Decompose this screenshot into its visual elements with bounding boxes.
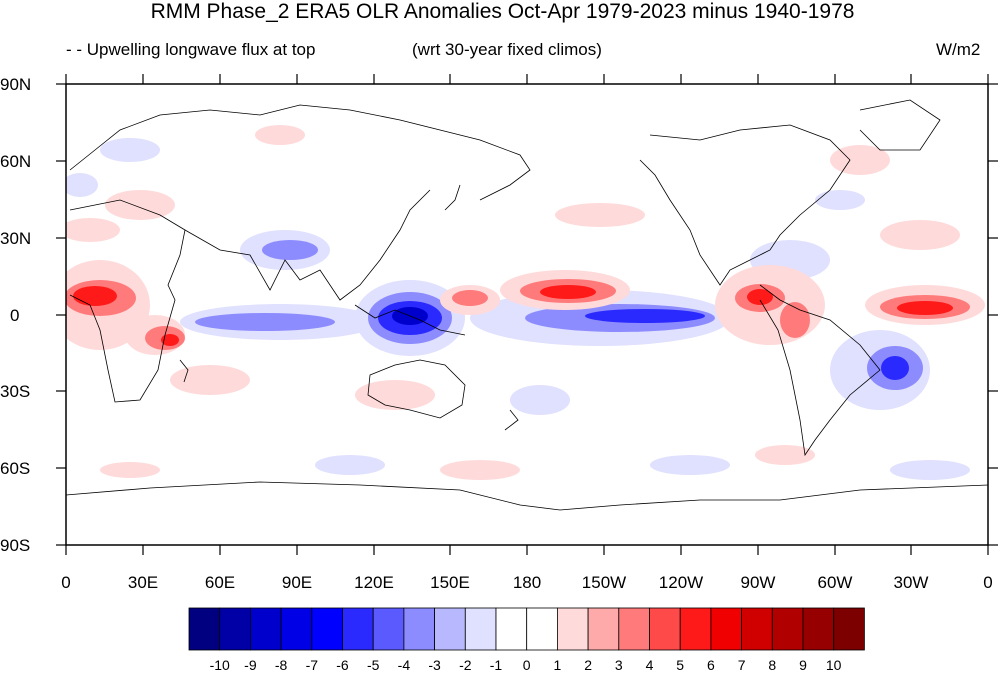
lon-label-150e: 150E <box>430 573 470 592</box>
colorbar-box <box>188 607 221 651</box>
colorbar-label: -5 <box>366 657 380 673</box>
colorbar-box <box>771 607 804 651</box>
lon-label-150w: 150W <box>581 573 627 592</box>
colorbar-label: 4 <box>645 657 654 673</box>
weak-positive-anomalies <box>66 125 985 480</box>
colorbar-box <box>372 607 405 651</box>
lon-label-0: 0 <box>61 573 71 592</box>
lat-label-90n: 90N <box>0 75 32 94</box>
anomaly-field <box>66 99 988 511</box>
lat-label-equator: 0 <box>10 306 20 325</box>
colorbar-label: 0 <box>522 657 531 673</box>
lat-label-60n: 60N <box>0 152 32 171</box>
coastlines <box>66 99 988 511</box>
colorbar-box <box>434 607 466 651</box>
lon-label-30e: 30E <box>127 573 159 592</box>
colorbar-label: 9 <box>799 657 807 673</box>
lon-label-60w: 60W <box>817 573 853 592</box>
colorbar-box <box>311 607 343 651</box>
units-label: W/m2 <box>936 40 981 59</box>
colorbar-label: 2 <box>584 657 592 673</box>
colorbar-label: 7 <box>737 657 746 673</box>
colorbar-box <box>649 607 681 651</box>
colorbar <box>188 607 865 651</box>
lon-label-180: 180 <box>512 573 542 592</box>
colorbar-label: -4 <box>397 657 411 673</box>
colorbar-box <box>618 607 650 651</box>
lon-label-120w: 120W <box>658 573 704 592</box>
colorbar-label: 1 <box>553 657 562 673</box>
lon-label-90w: 90W <box>740 573 776 592</box>
colorbar-box <box>280 607 313 651</box>
colorbar-label: -8 <box>274 657 288 673</box>
colorbar-box <box>802 607 835 651</box>
colorbar-box <box>679 607 712 651</box>
lon-label-0-east: 0 <box>983 573 993 592</box>
colorbar-label: 6 <box>706 657 715 673</box>
latitude-ticks <box>56 83 998 546</box>
lon-label-120e: 120E <box>354 573 394 592</box>
colorbar-label: 8 <box>768 657 777 673</box>
colorbar-label: -7 <box>305 657 319 673</box>
colorbar-box <box>403 607 435 651</box>
lon-label-90e: 90E <box>281 573 313 592</box>
colorbar-box <box>495 607 528 651</box>
colorbar-box <box>219 607 251 651</box>
colorbar-box <box>833 607 865 651</box>
colorbar-label: -9 <box>244 657 257 673</box>
lon-label-30w: 30W <box>893 573 929 592</box>
colorbar-box <box>526 607 558 651</box>
colorbar-label: -2 <box>459 657 472 673</box>
map-title: RMM Phase_2 ERA5 OLR Anomalies Oct-Apr 1… <box>150 0 855 23</box>
variable-label: - - Upwelling longwave flux at top <box>66 40 316 59</box>
colorbar-label: 3 <box>614 657 623 673</box>
colorbar-label: 5 <box>676 657 685 673</box>
strong-positive-anomalies <box>73 285 953 346</box>
colorbar-label: -3 <box>428 657 441 673</box>
climatology-note: (wrt 30-year fixed climos) <box>412 40 602 59</box>
colorbar-label: -6 <box>336 657 349 673</box>
longitude-ticks <box>65 74 989 555</box>
lat-label-60s: 60S <box>0 459 31 478</box>
colorbar-label: -10 <box>209 657 230 673</box>
colorbar-box <box>710 607 743 651</box>
colorbar-box <box>464 607 497 651</box>
lat-label-90s: 90S <box>0 536 31 555</box>
colorbar-label: 10 <box>825 657 842 673</box>
colorbar-label: -1 <box>489 657 503 673</box>
weak-negative-anomalies <box>66 138 970 480</box>
lat-label-30n: 30N <box>0 229 32 248</box>
lat-label-30s: 30S <box>0 382 31 401</box>
lon-label-60e: 60E <box>204 573 236 592</box>
colorbar-box <box>249 607 282 651</box>
colorbar-box <box>557 607 589 651</box>
colorbar-box <box>587 607 620 651</box>
colorbar-box <box>741 607 773 651</box>
colorbar-box <box>342 607 374 651</box>
